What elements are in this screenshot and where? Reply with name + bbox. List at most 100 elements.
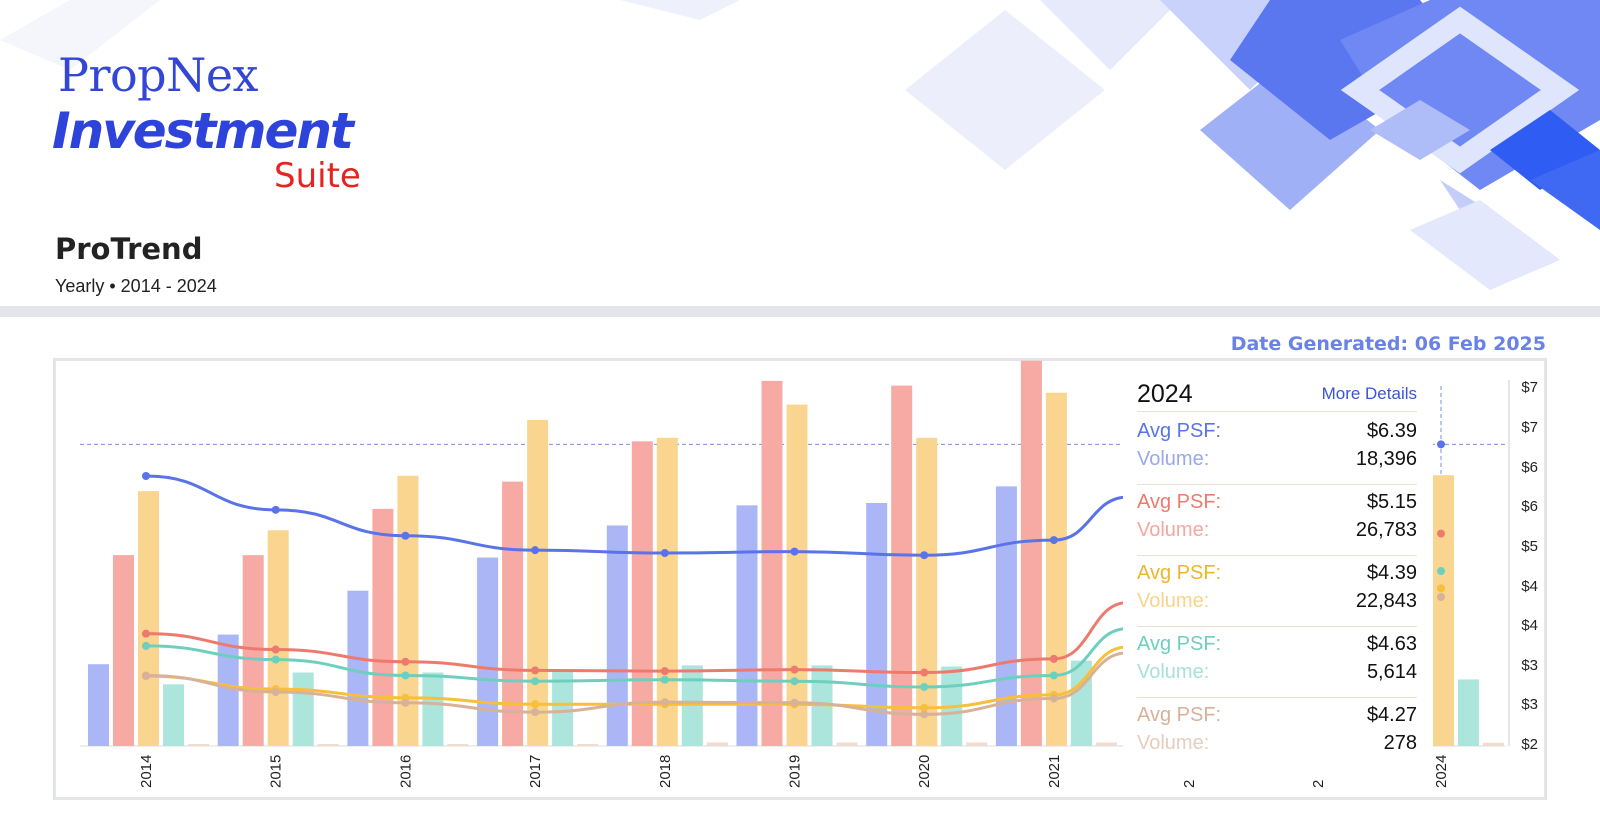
avg-psf-value: $4.27 xyxy=(1366,704,1417,726)
psf-point xyxy=(1437,592,1445,601)
x-tick-label: 2016 xyxy=(397,755,414,788)
tooltip-year: 2024 xyxy=(1137,380,1193,408)
volume-bar xyxy=(292,672,314,746)
volume-value: 278 xyxy=(1383,732,1417,754)
y-tick-label: $3 xyxy=(1521,696,1538,713)
avg-psf-label: Avg PSF: xyxy=(1137,562,1222,584)
volume-row: Volume: 22,843 xyxy=(1137,590,1417,618)
volume-bar xyxy=(995,486,1017,746)
psf-point xyxy=(271,505,280,514)
psf-point xyxy=(790,677,799,686)
header-divider xyxy=(0,306,1600,317)
avg-psf-value: $4.39 xyxy=(1366,562,1417,584)
y-tick-label: $6 xyxy=(1521,498,1538,515)
volume-bar xyxy=(631,441,653,746)
psf-point xyxy=(920,682,929,691)
avg-psf-row: Avg PSF: $4.63 xyxy=(1137,633,1417,661)
volume-row: Volume: 5,614 xyxy=(1137,661,1417,689)
psf-point xyxy=(401,657,410,666)
volume-bar xyxy=(88,664,109,746)
psf-point xyxy=(1049,694,1058,703)
psf-point xyxy=(401,698,410,707)
tooltip-group: Avg PSF: $4.63 Volume: 5,614 xyxy=(1137,627,1417,698)
psf-point xyxy=(271,688,280,696)
y-tick-label: $4 xyxy=(1521,578,1538,595)
psf-point xyxy=(1049,654,1058,663)
psf-point xyxy=(1049,536,1058,545)
x-tick-label: 2 xyxy=(1181,780,1198,788)
volume-bar xyxy=(188,744,209,746)
psf-point xyxy=(142,641,150,650)
psf-point xyxy=(660,698,669,707)
x-tick-label: 2019 xyxy=(787,755,804,788)
hover-tooltip: 2024 More Details Avg PSF: $6.39 Volume:… xyxy=(1123,370,1433,760)
psf-point xyxy=(660,549,669,558)
volume-bar xyxy=(477,557,499,746)
psf-point xyxy=(660,667,669,676)
volume-bar xyxy=(267,530,289,746)
volume-bar xyxy=(577,744,599,746)
volume-bar xyxy=(836,742,858,746)
volume-label: Volume: xyxy=(1137,590,1210,612)
volume-bar xyxy=(317,744,339,746)
volume-bar xyxy=(736,505,758,746)
tooltip-group: Avg PSF: $5.15 Volume: 26,783 xyxy=(1137,485,1417,556)
psf-point xyxy=(1437,529,1445,538)
volume-bar xyxy=(761,380,783,746)
header-decoration xyxy=(0,0,1600,306)
psf-point xyxy=(142,472,150,480)
volume-row: Volume: 278 xyxy=(1137,732,1417,760)
volume-row: Volume: 26,783 xyxy=(1137,519,1417,547)
volume-bar xyxy=(138,491,159,746)
volume-value: 22,843 xyxy=(1355,590,1417,612)
avg-psf-row: Avg PSF: $6.39 xyxy=(1137,420,1417,448)
avg-psf-row: Avg PSF: $5.15 xyxy=(1137,491,1417,519)
logo-suite: Suite xyxy=(274,156,361,196)
psf-point xyxy=(271,655,280,664)
psf-point xyxy=(790,547,799,556)
avg-psf-label: Avg PSF: xyxy=(1137,704,1222,726)
psf-point xyxy=(920,703,929,712)
psf-point xyxy=(1437,584,1445,593)
x-tick-label: 2017 xyxy=(527,755,544,788)
volume-bar xyxy=(163,684,184,746)
avg-psf-value: $4.63 xyxy=(1366,633,1417,655)
y-tick-label: $3 xyxy=(1521,657,1538,674)
volume-label: Volume: xyxy=(1137,519,1210,541)
volume-bar xyxy=(1095,742,1117,746)
x-tick-label: 2 xyxy=(1310,780,1327,788)
volume-row: Volume: 18,396 xyxy=(1137,448,1417,476)
psf-point xyxy=(1437,440,1445,449)
psf-point xyxy=(790,665,799,674)
y-tick-label: $6 xyxy=(1521,459,1538,476)
volume-bar xyxy=(1020,360,1042,746)
x-tick-label: 2021 xyxy=(1046,755,1063,788)
avg-psf-value: $6.39 xyxy=(1366,420,1417,442)
volume-bar xyxy=(606,525,628,746)
volume-label: Volume: xyxy=(1137,732,1210,754)
more-details-link[interactable]: More Details xyxy=(1321,384,1417,403)
psf-point xyxy=(920,710,929,719)
psf-point xyxy=(1437,567,1445,576)
page-subtitle: Yearly • 2014 - 2024 xyxy=(55,276,217,296)
psf-point xyxy=(920,668,929,677)
volume-value: 18,396 xyxy=(1355,448,1417,470)
logo-propnex: PropNex xyxy=(58,48,259,102)
logo-investment: Investment xyxy=(52,102,354,160)
x-tick-label: 2018 xyxy=(657,755,674,788)
psf-point xyxy=(790,698,799,707)
volume-bar xyxy=(113,555,134,746)
volume-bar xyxy=(397,475,419,746)
avg-psf-label: Avg PSF: xyxy=(1137,420,1222,442)
volume-label: Volume: xyxy=(1137,448,1210,470)
volume-bar xyxy=(891,385,913,746)
volume-bar xyxy=(422,672,444,746)
psf-point xyxy=(142,671,150,680)
y-tick-label: $5 xyxy=(1521,538,1538,555)
page-title: ProTrend xyxy=(55,232,203,266)
volume-bar xyxy=(706,742,728,746)
x-tick-label: 2024 xyxy=(1433,755,1450,788)
psf-point xyxy=(401,671,410,680)
avg-psf-row: Avg PSF: $4.27 xyxy=(1137,704,1417,732)
